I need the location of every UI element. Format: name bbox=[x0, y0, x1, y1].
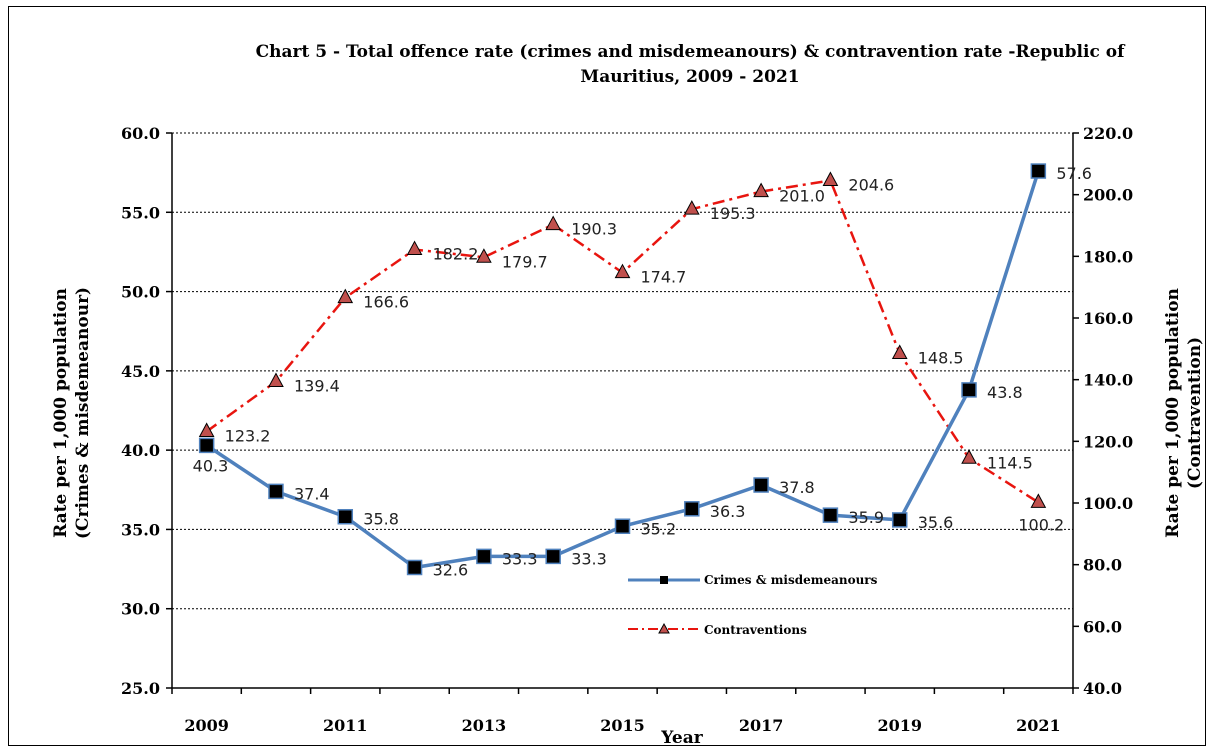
data-label-contraventions: 195.3 bbox=[710, 204, 756, 223]
data-label-contraventions: 139.4 bbox=[294, 377, 340, 396]
y-left-tick-label: 60.0 bbox=[121, 124, 160, 143]
data-label-crimes: 35.9 bbox=[848, 508, 884, 527]
data-label-crimes: 37.8 bbox=[779, 478, 815, 497]
y-right-tick-label: 100.0 bbox=[1083, 494, 1133, 513]
marker-crimes bbox=[337, 508, 354, 525]
y-right-tick-label: 160.0 bbox=[1083, 309, 1133, 328]
chart-title-line2: Mauritius, 2009 - 2021 bbox=[580, 67, 799, 87]
marker-contraventions bbox=[891, 344, 908, 359]
data-label-crimes: 37.4 bbox=[294, 484, 330, 503]
marker-crimes bbox=[891, 512, 908, 528]
y-axis-right-title-line2: (Contravention) bbox=[1185, 337, 1205, 489]
x-tick-label: 2017 bbox=[739, 716, 784, 735]
y-left-tick-label: 25.0 bbox=[121, 679, 160, 698]
y-axis-left-title-line1: Rate per 1,000 population bbox=[51, 288, 71, 538]
data-label-crimes: 35.8 bbox=[363, 510, 399, 529]
data-label-crimes: 40.3 bbox=[193, 456, 229, 475]
data-label-crimes: 36.3 bbox=[710, 502, 746, 521]
x-tick-label: 2013 bbox=[462, 716, 507, 735]
y-right-tick-label: 60.0 bbox=[1083, 617, 1122, 636]
marker-contraventions bbox=[822, 171, 839, 186]
chart-text: Chart 5 - Total offence rate (crimes and… bbox=[51, 42, 1205, 748]
marker-contraventions bbox=[268, 372, 284, 388]
y-right-tick-label: 80.0 bbox=[1083, 556, 1122, 575]
data-labels: 123.2 139.4 166.6 182.2 179.7 190.3 174.7 195.3… bbox=[193, 164, 1092, 579]
legend-label-contraventions: Contraventions bbox=[704, 623, 807, 637]
data-label-contraventions: 179.7 bbox=[502, 252, 548, 271]
x-axis-title: Year bbox=[660, 728, 703, 748]
y-right-tick-label: 220.0 bbox=[1083, 124, 1133, 143]
marker-crimes bbox=[614, 518, 631, 535]
data-label-contraventions: 100.2 bbox=[1018, 515, 1064, 534]
y-left-tick-label: 30.0 bbox=[121, 600, 160, 619]
legend-marker-contraventions bbox=[658, 622, 670, 634]
marker-crimes bbox=[198, 437, 215, 454]
data-label-crimes: 35.2 bbox=[641, 519, 677, 538]
data-label-contraventions: 166.6 bbox=[363, 293, 409, 312]
marker-crimes bbox=[1030, 163, 1047, 179]
marker-contraventions bbox=[683, 200, 700, 215]
marker-contraventions bbox=[476, 248, 492, 263]
gridlines bbox=[172, 132, 1073, 610]
chart-frame bbox=[8, 6, 1206, 746]
marker-contraventions bbox=[337, 288, 354, 304]
y-left-tick-label: 50.0 bbox=[121, 283, 160, 302]
legend-label-crimes: Crimes & misdemeanours bbox=[704, 573, 878, 587]
data-label-contraventions: 190.3 bbox=[571, 220, 617, 239]
y-right-tick-label: 200.0 bbox=[1083, 186, 1133, 205]
x-tick-label: 2021 bbox=[1016, 716, 1061, 735]
x-tick-label: 2009 bbox=[184, 716, 229, 735]
marker-contraventions bbox=[1030, 493, 1047, 508]
data-label-crimes: 57.6 bbox=[1056, 164, 1092, 183]
series bbox=[198, 163, 1047, 576]
marker-crimes bbox=[268, 483, 284, 500]
x-tick-label: 2015 bbox=[600, 716, 645, 735]
data-label-crimes: 32.6 bbox=[433, 560, 469, 579]
legend-marker-crimes bbox=[660, 576, 668, 584]
y-axis-right-title-line1: Rate per 1,000 population bbox=[1163, 288, 1183, 538]
marker-crimes bbox=[406, 559, 423, 576]
marker-crimes bbox=[545, 548, 561, 565]
y-left-tick-label: 35.0 bbox=[121, 520, 160, 539]
marker-crimes bbox=[822, 507, 839, 523]
data-label-contraventions: 148.5 bbox=[918, 348, 964, 367]
data-label-contraventions: 201.0 bbox=[779, 187, 825, 206]
series-line-crimes bbox=[205, 170, 1041, 570]
marker-contraventions bbox=[198, 422, 215, 437]
y-right-tick-label: 140.0 bbox=[1083, 371, 1133, 390]
x-tick-label: 2019 bbox=[877, 716, 922, 735]
data-label-contraventions: 204.6 bbox=[848, 175, 894, 194]
data-label-crimes: 43.8 bbox=[987, 383, 1023, 402]
marker-crimes bbox=[684, 501, 700, 517]
data-label-crimes: 33.3 bbox=[571, 549, 607, 568]
x-tick-label: 2011 bbox=[323, 716, 368, 735]
marker-crimes bbox=[476, 548, 492, 565]
series-line-contraventions bbox=[205, 179, 1040, 504]
y-right-tick-label: 180.0 bbox=[1083, 247, 1133, 266]
legend: Crimes & misdemeanours Contraventions bbox=[628, 573, 878, 637]
y-left-tick-label: 55.0 bbox=[121, 203, 160, 222]
y-left-tick-label: 40.0 bbox=[121, 441, 160, 460]
marker-contraventions bbox=[961, 449, 977, 464]
marker-crimes bbox=[753, 477, 769, 493]
chart-title-line1: Chart 5 - Total offence rate (crimes and… bbox=[256, 42, 1126, 62]
y-left-tick-label: 45.0 bbox=[121, 362, 160, 381]
y-right-tick-label: 40.0 bbox=[1083, 679, 1122, 698]
y-right-tick-label: 120.0 bbox=[1083, 432, 1133, 451]
data-label-crimes: 35.6 bbox=[918, 513, 954, 532]
y-axis-left-title-line2: (Crimes & misdemeanour) bbox=[73, 287, 93, 539]
data-label-contraventions: 174.7 bbox=[641, 268, 687, 287]
data-label-contraventions: 123.2 bbox=[225, 426, 271, 445]
marker-contraventions bbox=[545, 215, 562, 231]
marker-crimes bbox=[961, 382, 977, 398]
data-label-contraventions: 114.5 bbox=[987, 453, 1033, 472]
axes: 25.0 30.0 35.0 40.0 45.0 50.0 55.0 60.0 40.0 60.0… bbox=[121, 124, 1133, 735]
data-label-contraventions: 182.2 bbox=[433, 245, 479, 264]
data-label-crimes: 33.3 bbox=[502, 549, 538, 568]
marker-contraventions bbox=[614, 263, 631, 279]
marker-contraventions bbox=[753, 182, 769, 198]
marker-contraventions bbox=[406, 240, 423, 256]
